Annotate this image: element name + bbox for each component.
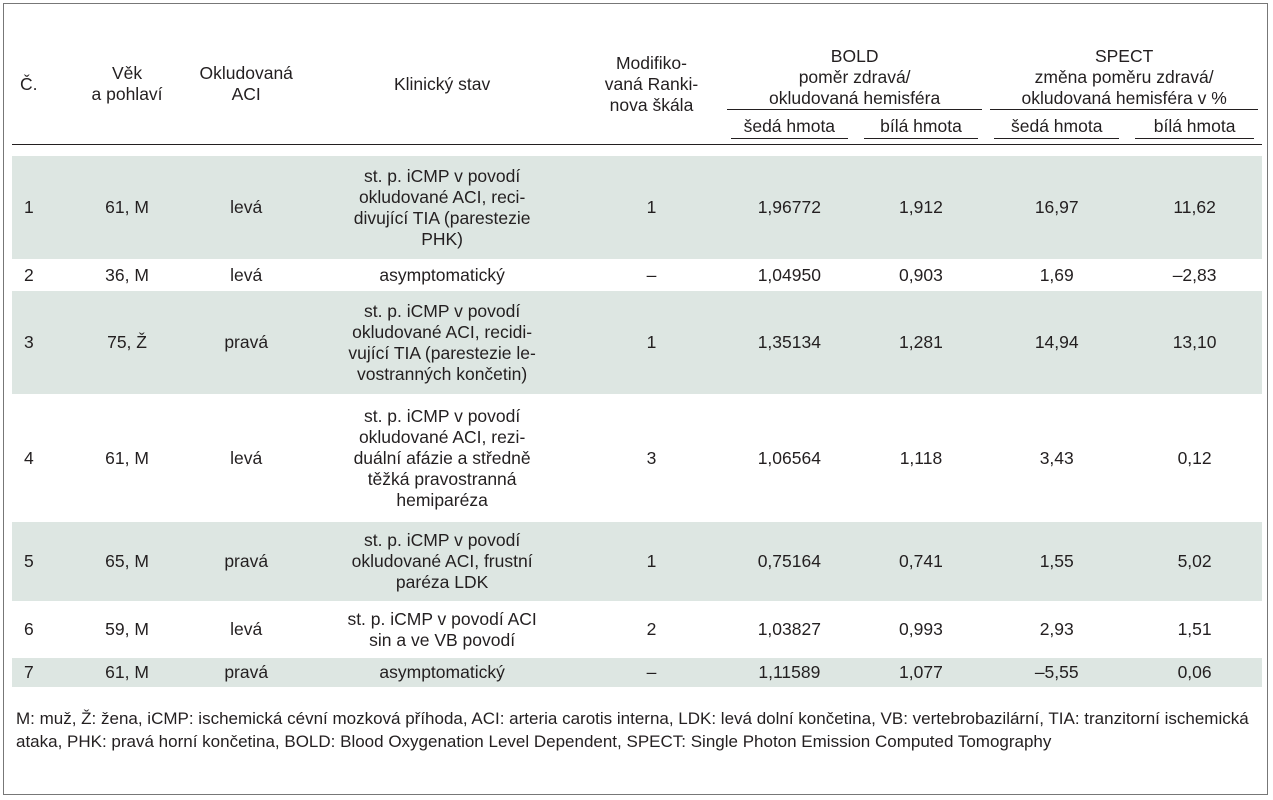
cell-bold-white: 1,118: [899, 447, 943, 468]
header-bold: BOLD poměr zdravá/okludovaná hemisféra: [723, 24, 986, 114]
cell-clinical-state: st. p. iCMP v povodí okludované ACI, reci…: [304, 290, 580, 395]
cell-clinical-state: asymptomatický: [304, 657, 580, 688]
cell-spect-grey: 14,94: [986, 290, 1128, 395]
cell-age-sex: 59, M: [105, 619, 149, 639]
cell-bold-grey: 1,11589: [723, 657, 856, 688]
cell-spect-grey: 1,69: [1039, 264, 1074, 285]
header-spect-grey: šedá hmota: [986, 114, 1127, 145]
cell-bold-grey: 1,35134: [723, 290, 856, 395]
cell-spect-grey: 3,43: [1039, 447, 1074, 468]
cell-clinical-state: st. p. iCMP v povodí okludované ACI, frus…: [304, 521, 580, 602]
cell-age-sex: 61, M: [65, 155, 189, 260]
cell-bold-white: 0,903: [899, 264, 943, 285]
cell-spect-white: 0,12: [1177, 447, 1212, 468]
cell-bold-grey: 1,03827: [757, 619, 821, 639]
cell-age-sex: 75, Ž: [65, 290, 189, 395]
cell-age-sex: 61, M: [105, 447, 149, 468]
cell-aci: levá: [188, 155, 305, 260]
table-row: 5 65, M pravá st. p. iCMP v povodí okludo…: [12, 521, 1262, 602]
cell-spect-white: –2,83: [1172, 264, 1217, 285]
cell-clinical-state: st. p. iCMP v povodí okludované ACI, reci…: [304, 155, 580, 260]
table-row: 6 59, M levá st. p. iCMP v povodí ACI sin…: [12, 602, 1262, 658]
cell-rankin: 3: [646, 447, 657, 468]
cell-aci: levá: [230, 447, 263, 468]
cell-bold-grey: 0,75164: [723, 521, 856, 602]
cell-aci: pravá: [188, 657, 305, 688]
cell-number: 3: [12, 290, 66, 395]
table-row: 3 75, Ž pravá st. p. iCMP v povodí okludo…: [12, 290, 1262, 395]
header-rule: [12, 144, 1262, 145]
cell-age-sex: 61, M: [65, 657, 189, 688]
cell-spect-white: 1,51: [1177, 619, 1212, 639]
cell-clinical-state: st. p. iCMP v povodí ACI sin a ve VB povo…: [347, 608, 537, 650]
table-footnote: M: muž, Ž: žena, iCMP: ischemická cévní …: [16, 709, 1249, 751]
cell-number: 7: [12, 657, 66, 688]
cell-spect-grey: 16,97: [986, 155, 1128, 260]
results-table: Č. Věk a pohlaví Okludovaná ACI Klinický s…: [12, 24, 1262, 688]
cell-age-sex: 36, M: [105, 264, 149, 285]
header-rankin-scale: Modifiko-vaná Ranki-nova škála: [604, 52, 699, 115]
cell-age-sex: 65, M: [65, 521, 189, 602]
cell-number: 2: [24, 264, 34, 285]
cell-spect-grey: 2,93: [1039, 619, 1074, 639]
cell-spect-grey: 1,55: [986, 521, 1128, 602]
cell-spect-grey: –5,55: [986, 657, 1128, 688]
table-row: 4 61, M levá st. p. iCMP v povodí okludov…: [12, 395, 1262, 522]
cell-spect-white: 5,02: [1127, 521, 1262, 602]
cell-rankin: 1: [579, 155, 723, 260]
cell-rankin: –: [579, 657, 723, 688]
table-row: 7 61, M pravá asymptomatický – 1,11589 1…: [12, 657, 1262, 688]
cell-rankin: 2: [646, 619, 657, 639]
cell-rankin: 1: [579, 290, 723, 395]
header-bold-grey: šedá hmota: [723, 114, 856, 145]
cell-bold-white: 1,281: [855, 290, 987, 395]
header-spect-white: bílá hmota: [1127, 114, 1262, 145]
header-bold-white: bílá hmota: [856, 114, 987, 145]
cell-number: 1: [12, 155, 66, 260]
cell-number: 5: [12, 521, 66, 602]
table-frame: Č. Věk a pohlaví Okludovaná ACI Klinický s…: [3, 3, 1268, 795]
cell-number: 6: [24, 619, 34, 639]
header-spect: SPECT změna poměru zdravá/okludovaná hemi…: [986, 24, 1262, 114]
table-row: 1 61, M levá st. p. iCMP v povodí okludov…: [12, 155, 1262, 260]
table-row: 2 36, M levá asymptomatický – 1,04950 0,…: [12, 260, 1262, 291]
cell-aci: levá: [230, 264, 263, 285]
cell-spect-white: 13,10: [1127, 290, 1262, 395]
header-occluded-aci: Okludovaná ACI: [199, 63, 293, 104]
cell-rankin: 1: [579, 521, 723, 602]
cell-number: 4: [24, 447, 34, 468]
cell-bold-grey: 1,06564: [757, 447, 821, 468]
cell-clinical-state: asymptomatický: [379, 264, 505, 285]
header-number: Č.: [20, 73, 38, 94]
cell-clinical-state: st. p. iCMP v povodí okludované ACI, rezi…: [353, 405, 531, 510]
cell-rankin: –: [646, 264, 657, 285]
cell-aci: pravá: [188, 521, 305, 602]
cell-bold-white: 0,741: [855, 521, 987, 602]
header-age-sex: Věk a pohlaví: [91, 63, 163, 104]
header-clinical-state: Klinický stav: [393, 73, 491, 94]
cell-spect-white: 0,06: [1127, 657, 1262, 688]
cell-bold-grey: 1,96772: [723, 155, 856, 260]
cell-bold-white: 1,077: [855, 657, 987, 688]
cell-aci: pravá: [188, 290, 305, 395]
cell-bold-grey: 1,04950: [757, 264, 821, 285]
cell-bold-white: 0,993: [899, 619, 943, 639]
cell-bold-white: 1,912: [855, 155, 987, 260]
cell-aci: levá: [230, 619, 263, 639]
cell-spect-white: 11,62: [1127, 155, 1262, 260]
